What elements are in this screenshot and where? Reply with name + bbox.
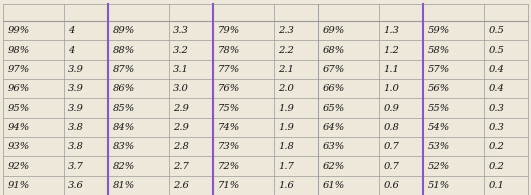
Text: 88%: 88% [113, 46, 135, 55]
Text: 3.9: 3.9 [68, 104, 84, 113]
Text: 97%: 97% [7, 65, 30, 74]
Text: 3.1: 3.1 [173, 65, 189, 74]
Text: 86%: 86% [113, 84, 135, 93]
Text: 64%: 64% [323, 123, 345, 132]
Text: 2.7: 2.7 [173, 161, 189, 170]
Text: 59%: 59% [428, 26, 450, 35]
Text: 2.2: 2.2 [278, 46, 294, 55]
Text: 57%: 57% [428, 65, 450, 74]
Text: 91%: 91% [7, 181, 30, 190]
Text: 51%: 51% [428, 181, 450, 190]
Text: 63%: 63% [323, 142, 345, 151]
Text: 1.6: 1.6 [278, 181, 294, 190]
Text: 1.2: 1.2 [383, 46, 399, 55]
Text: 2.3: 2.3 [278, 26, 294, 35]
Text: 0.2: 0.2 [489, 161, 504, 170]
Text: 2.6: 2.6 [173, 181, 189, 190]
Text: 3.3: 3.3 [173, 26, 189, 35]
Text: 77%: 77% [218, 65, 240, 74]
Text: 1.3: 1.3 [383, 26, 399, 35]
Text: 0.5: 0.5 [489, 26, 504, 35]
Text: 62%: 62% [323, 161, 345, 170]
Text: 3.9: 3.9 [68, 65, 84, 74]
Text: 1.1: 1.1 [383, 65, 399, 74]
Text: 0.3: 0.3 [489, 104, 504, 113]
Text: 69%: 69% [323, 26, 345, 35]
Text: 1.9: 1.9 [278, 104, 294, 113]
Text: 0.4: 0.4 [489, 65, 504, 74]
Text: 54%: 54% [428, 123, 450, 132]
Text: 58%: 58% [428, 46, 450, 55]
Text: 99%: 99% [7, 26, 30, 35]
Text: 1.8: 1.8 [278, 142, 294, 151]
Text: 2.9: 2.9 [173, 123, 189, 132]
Text: 3.8: 3.8 [68, 142, 84, 151]
Text: 96%: 96% [7, 84, 30, 93]
Text: 2.0: 2.0 [278, 84, 294, 93]
Text: 83%: 83% [113, 142, 135, 151]
Text: 92%: 92% [7, 161, 30, 170]
Text: 3.0: 3.0 [173, 84, 189, 93]
Text: 0.6: 0.6 [383, 181, 399, 190]
Text: 84%: 84% [113, 123, 135, 132]
Text: 0.2: 0.2 [489, 142, 504, 151]
Text: 0.9: 0.9 [383, 104, 399, 113]
Text: 65%: 65% [323, 104, 345, 113]
Text: 0.5: 0.5 [489, 46, 504, 55]
Text: 95%: 95% [7, 104, 30, 113]
Text: 66%: 66% [323, 84, 345, 93]
Text: 0.7: 0.7 [383, 142, 399, 151]
Text: 2.1: 2.1 [278, 65, 294, 74]
Text: 82%: 82% [113, 161, 135, 170]
Text: 0.8: 0.8 [383, 123, 399, 132]
Text: 55%: 55% [428, 104, 450, 113]
Text: 76%: 76% [218, 84, 240, 93]
Text: 2.8: 2.8 [173, 142, 189, 151]
Text: 3.6: 3.6 [68, 181, 84, 190]
Text: 53%: 53% [428, 142, 450, 151]
Text: 0.7: 0.7 [383, 161, 399, 170]
Text: 1.7: 1.7 [278, 161, 294, 170]
Text: 4: 4 [68, 26, 74, 35]
Text: 89%: 89% [113, 26, 135, 35]
Text: 56%: 56% [428, 84, 450, 93]
Text: 52%: 52% [428, 161, 450, 170]
Text: 74%: 74% [218, 123, 240, 132]
Text: 72%: 72% [218, 161, 240, 170]
Text: 1.9: 1.9 [278, 123, 294, 132]
Text: 81%: 81% [113, 181, 135, 190]
Text: 3.7: 3.7 [68, 161, 84, 170]
Text: 4: 4 [68, 46, 74, 55]
Text: 3.8: 3.8 [68, 123, 84, 132]
Text: 98%: 98% [7, 46, 30, 55]
Text: 0.1: 0.1 [489, 181, 504, 190]
Text: 71%: 71% [218, 181, 240, 190]
Text: 0.4: 0.4 [489, 84, 504, 93]
Text: 2.9: 2.9 [173, 104, 189, 113]
Text: 75%: 75% [218, 104, 240, 113]
Text: 73%: 73% [218, 142, 240, 151]
Text: 3.9: 3.9 [68, 84, 84, 93]
Text: 78%: 78% [218, 46, 240, 55]
Text: 68%: 68% [323, 46, 345, 55]
Text: 1.0: 1.0 [383, 84, 399, 93]
Text: 61%: 61% [323, 181, 345, 190]
Text: 67%: 67% [323, 65, 345, 74]
Text: 93%: 93% [7, 142, 30, 151]
Text: 85%: 85% [113, 104, 135, 113]
Text: 87%: 87% [113, 65, 135, 74]
Text: 94%: 94% [7, 123, 30, 132]
Text: 79%: 79% [218, 26, 240, 35]
Text: 3.2: 3.2 [173, 46, 189, 55]
Text: 0.3: 0.3 [489, 123, 504, 132]
